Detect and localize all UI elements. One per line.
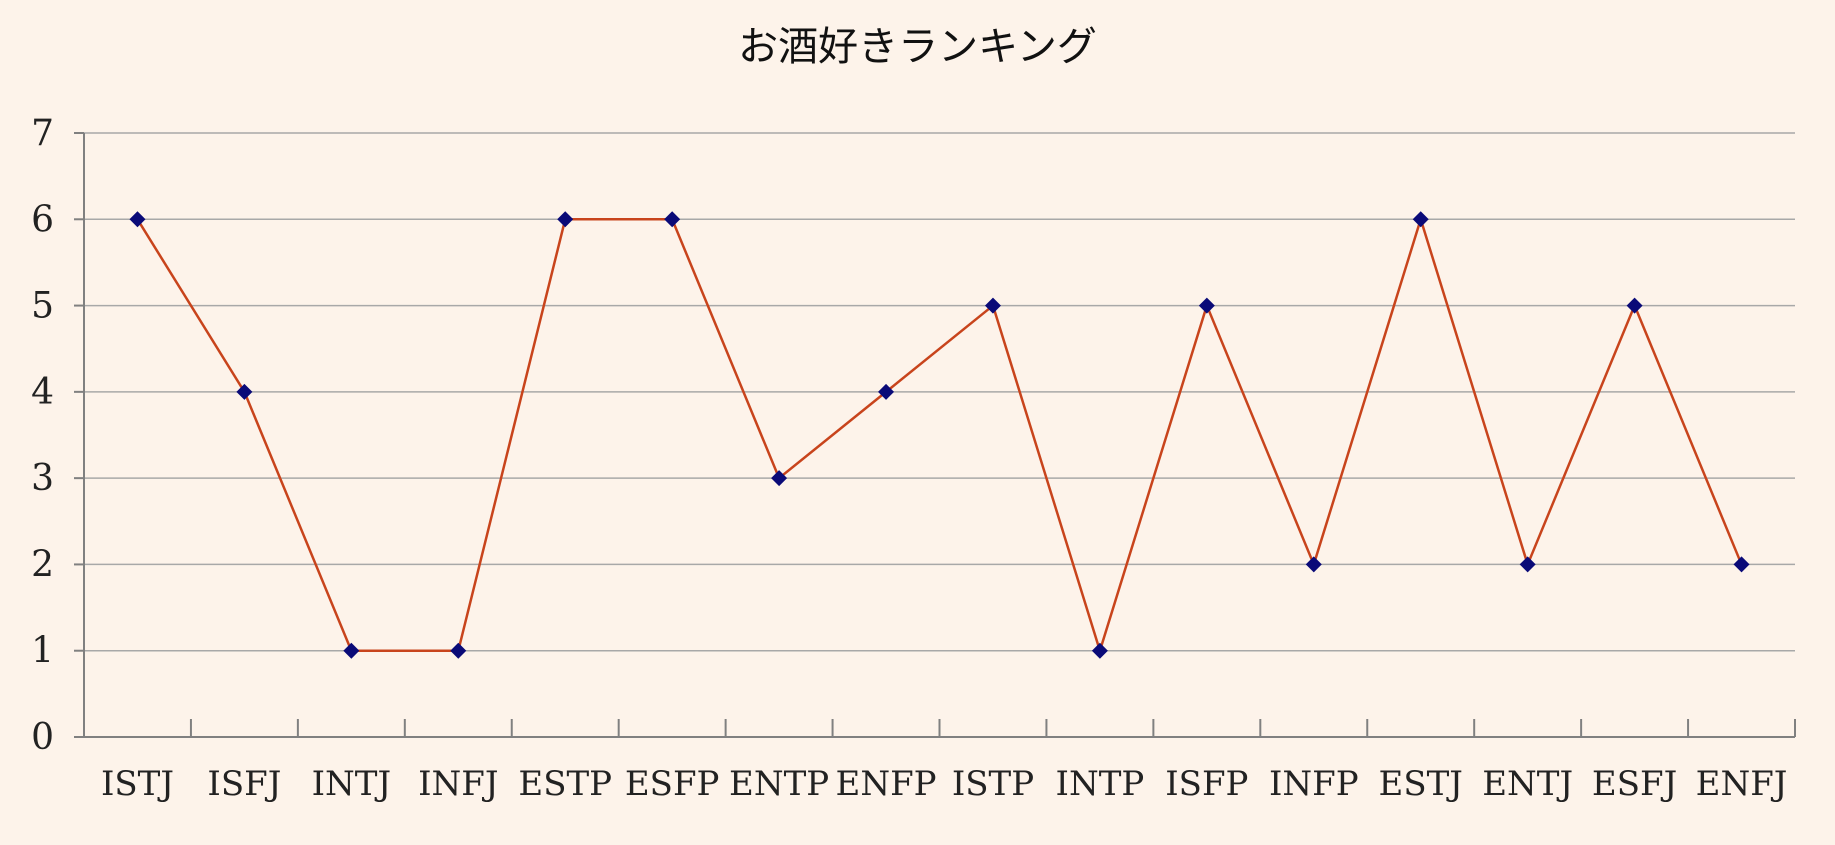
data-point (236, 383, 253, 400)
data-point (878, 383, 895, 400)
data-point (1519, 556, 1536, 573)
x-tick-label: ESFP (625, 764, 720, 804)
series-line (136, 215, 1743, 655)
x-tick-label: ESTP (518, 764, 612, 804)
y-tick-label: 7 (31, 113, 54, 154)
x-tick-label: ISTP (952, 764, 1034, 804)
data-point (664, 211, 681, 228)
data-point (1091, 642, 1108, 659)
x-tick-label: ENFP (836, 764, 937, 804)
x-tick-label: INFP (1269, 764, 1359, 804)
y-tick-label: 1 (31, 631, 54, 672)
x-tick-label: ISTJ (101, 764, 174, 804)
y-tick-label: 0 (31, 717, 54, 758)
data-point (1305, 556, 1322, 573)
x-tick-label: ENFJ (1696, 764, 1788, 804)
data-point (343, 642, 360, 659)
x-tick-label: INTP (1056, 764, 1145, 804)
x-tick-label: ENTJ (1482, 764, 1573, 804)
y-tick-label: 5 (31, 286, 54, 327)
x-tick-label: ESFJ (1592, 764, 1677, 804)
chart-title: お酒好きランキング (738, 24, 1097, 70)
y-tick-label: 6 (31, 199, 54, 240)
data-point (1198, 297, 1215, 314)
data-point (771, 470, 788, 487)
x-tick-label: INTJ (312, 764, 392, 804)
data-point (984, 297, 1001, 314)
data-point (1733, 556, 1750, 573)
x-tick-label: ESTJ (1379, 764, 1463, 804)
y-tick-label: 3 (31, 458, 54, 499)
data-point (1626, 297, 1643, 314)
data-point (450, 642, 467, 659)
data-point (1412, 211, 1429, 228)
data-point (557, 211, 574, 228)
x-tick-label: ISFP (1165, 764, 1248, 804)
x-tick-label: ENTP (729, 764, 829, 804)
x-tick-label: INFJ (418, 764, 498, 804)
y-tick-label: 2 (31, 544, 54, 585)
x-tick-label: ISFJ (207, 764, 281, 804)
data-point (129, 211, 146, 228)
y-tick-label: 4 (31, 372, 54, 413)
